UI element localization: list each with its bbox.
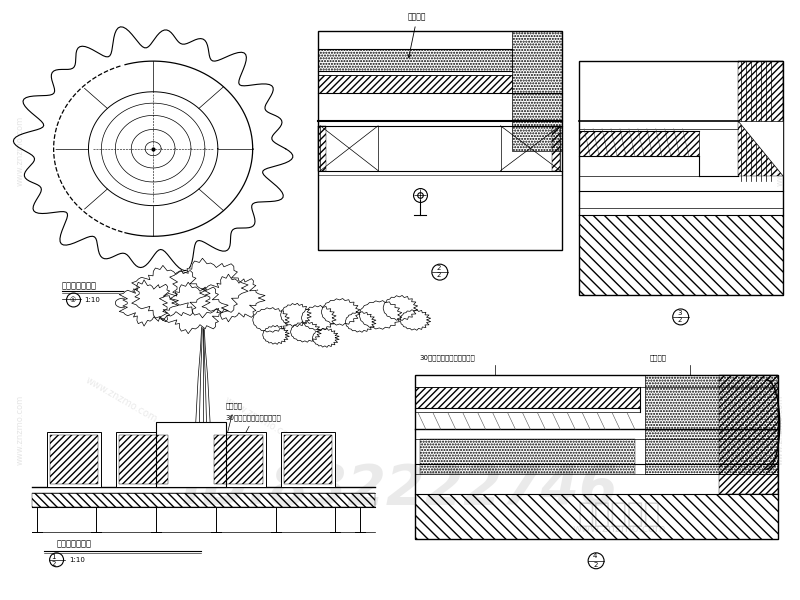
Bar bbox=[116, 433, 171, 487]
Bar bbox=[318, 75, 513, 93]
Bar bbox=[645, 374, 778, 474]
Text: ID:832222746: ID:832222746 bbox=[182, 462, 618, 516]
Text: 软包坐垫: 软包坐垫 bbox=[650, 355, 667, 361]
Text: www.znzmo.com: www.znzmo.com bbox=[223, 395, 298, 444]
Polygon shape bbox=[400, 310, 430, 330]
Polygon shape bbox=[313, 328, 339, 347]
Text: 1: 1 bbox=[52, 554, 56, 560]
Bar bbox=[214, 436, 262, 484]
Polygon shape bbox=[738, 121, 783, 176]
Text: 30厚大理石台步（黑金沙）: 30厚大理石台步（黑金沙） bbox=[222, 415, 282, 476]
Bar bbox=[552, 126, 560, 170]
Bar bbox=[415, 386, 640, 409]
Polygon shape bbox=[128, 290, 148, 302]
Text: 弧形沙发立面图: 弧形沙发立面图 bbox=[57, 540, 91, 549]
Text: 软包靠背: 软包靠背 bbox=[221, 403, 243, 456]
Polygon shape bbox=[346, 311, 376, 332]
Text: 4: 4 bbox=[593, 553, 598, 559]
Text: 2: 2 bbox=[437, 265, 442, 271]
Bar bbox=[320, 126, 378, 170]
Text: 1:10: 1:10 bbox=[70, 557, 86, 563]
Polygon shape bbox=[302, 305, 336, 331]
Bar bbox=[415, 494, 778, 539]
Polygon shape bbox=[115, 298, 131, 308]
Polygon shape bbox=[281, 303, 311, 326]
Text: www.znzmo.com: www.znzmo.com bbox=[15, 394, 24, 464]
Polygon shape bbox=[164, 287, 182, 298]
Bar bbox=[318, 31, 562, 250]
Text: www.znzmo.com: www.znzmo.com bbox=[572, 524, 666, 534]
Text: 软包坐垫: 软包坐垫 bbox=[408, 13, 426, 58]
Polygon shape bbox=[159, 282, 228, 334]
Text: 3: 3 bbox=[678, 310, 682, 316]
Bar bbox=[513, 31, 562, 151]
Polygon shape bbox=[132, 265, 206, 320]
Text: www.znzmo.com: www.znzmo.com bbox=[83, 375, 159, 424]
Text: 1:10: 1:10 bbox=[85, 297, 100, 303]
Polygon shape bbox=[151, 296, 165, 304]
Bar bbox=[32, 493, 375, 507]
Polygon shape bbox=[202, 274, 265, 322]
Bar bbox=[420, 439, 635, 474]
Bar bbox=[579, 131, 698, 155]
Bar bbox=[738, 61, 783, 176]
Polygon shape bbox=[119, 280, 178, 326]
Polygon shape bbox=[383, 295, 418, 320]
Bar bbox=[579, 215, 783, 295]
Polygon shape bbox=[322, 299, 360, 325]
Text: 2: 2 bbox=[52, 561, 56, 567]
Polygon shape bbox=[170, 258, 248, 318]
Bar bbox=[318, 126, 326, 170]
Text: ①: ① bbox=[70, 297, 76, 303]
Bar bbox=[211, 433, 266, 487]
Bar bbox=[156, 422, 226, 487]
Text: 30厚大理石台步（黑金沙）: 30厚大理石台步（黑金沙） bbox=[420, 355, 476, 361]
Bar bbox=[281, 433, 335, 487]
Text: www.znzmo.com: www.znzmo.com bbox=[15, 116, 24, 186]
Text: 2: 2 bbox=[678, 317, 682, 323]
Polygon shape bbox=[262, 325, 290, 344]
Bar bbox=[318, 49, 513, 71]
Text: 知未资料库: 知未资料库 bbox=[578, 500, 661, 528]
Text: www.znzmo.com: www.znzmo.com bbox=[776, 394, 785, 464]
Text: 弧形沙发平面图: 弧形沙发平面图 bbox=[62, 281, 97, 290]
Bar bbox=[283, 436, 332, 484]
Bar bbox=[50, 436, 98, 484]
Bar bbox=[415, 374, 778, 539]
Bar bbox=[718, 374, 778, 494]
Polygon shape bbox=[290, 322, 321, 342]
Bar bbox=[501, 126, 560, 170]
Polygon shape bbox=[359, 301, 402, 329]
Text: www.znzmo.com: www.znzmo.com bbox=[776, 116, 785, 186]
Text: 2: 2 bbox=[437, 272, 442, 278]
Text: 2: 2 bbox=[593, 562, 598, 568]
Bar bbox=[119, 436, 168, 484]
Bar bbox=[579, 61, 783, 295]
Bar bbox=[46, 433, 102, 487]
Polygon shape bbox=[253, 308, 290, 332]
